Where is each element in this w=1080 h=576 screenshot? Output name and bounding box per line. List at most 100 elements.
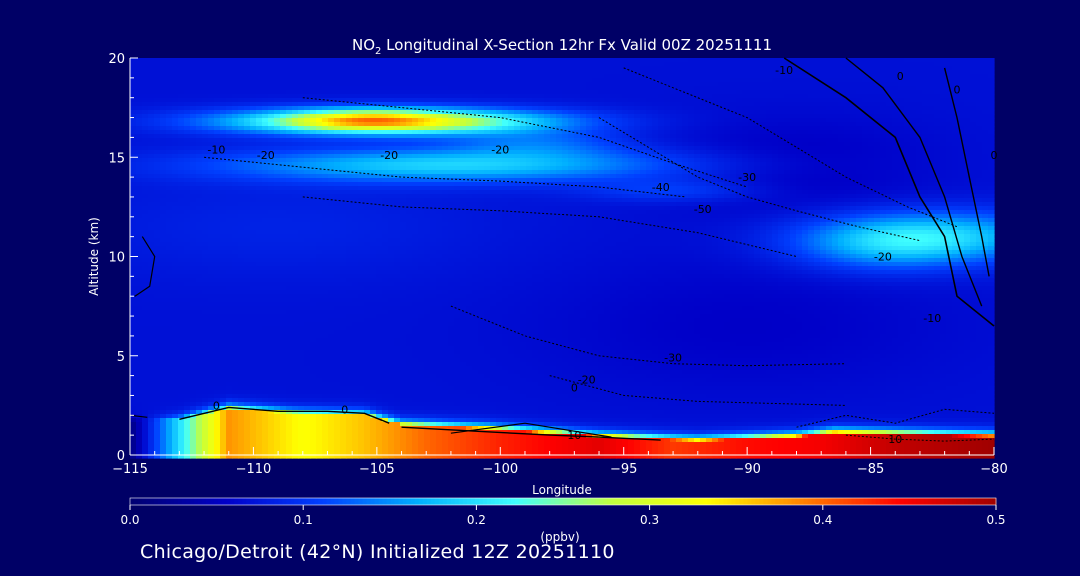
heatmap-cell bbox=[190, 70, 197, 75]
heatmap-cell bbox=[304, 126, 311, 131]
heatmap-cell bbox=[142, 118, 149, 123]
heatmap-cell bbox=[352, 146, 359, 151]
heatmap-cell bbox=[160, 126, 167, 131]
heatmap-cell bbox=[388, 330, 395, 335]
heatmap-cell bbox=[424, 342, 431, 347]
heatmap-cell bbox=[220, 146, 227, 151]
heatmap-cell bbox=[322, 294, 329, 299]
heatmap-cell bbox=[412, 222, 419, 227]
heatmap-cell bbox=[196, 198, 203, 203]
heatmap-cell bbox=[250, 202, 257, 207]
heatmap-cell bbox=[322, 298, 329, 303]
heatmap-cell bbox=[418, 206, 425, 211]
heatmap-cell bbox=[232, 218, 239, 223]
heatmap-cell bbox=[154, 326, 161, 331]
heatmap-cell bbox=[328, 110, 335, 115]
heatmap-cell bbox=[400, 230, 407, 235]
heatmap-cell bbox=[352, 290, 359, 295]
heatmap-cell bbox=[304, 378, 311, 383]
heatmap-cell bbox=[196, 178, 203, 183]
heatmap-cell bbox=[166, 130, 173, 135]
heatmap-cell bbox=[352, 86, 359, 91]
heatmap-cell bbox=[148, 374, 155, 379]
heatmap-cell bbox=[304, 254, 311, 259]
heatmap-cell bbox=[136, 390, 143, 395]
heatmap-cell bbox=[268, 210, 275, 215]
heatmap-cell bbox=[208, 374, 215, 379]
heatmap-cell bbox=[166, 402, 173, 407]
heatmap-cell bbox=[358, 98, 365, 103]
heatmap-cell bbox=[364, 442, 371, 447]
heatmap-cell bbox=[412, 406, 419, 411]
heatmap-cell bbox=[220, 86, 227, 91]
heatmap-cell bbox=[214, 294, 221, 299]
heatmap-cell bbox=[220, 318, 227, 323]
heatmap-cell bbox=[346, 110, 353, 115]
heatmap-cell bbox=[298, 186, 305, 191]
heatmap-cell bbox=[388, 190, 395, 195]
heatmap-cell bbox=[340, 362, 347, 367]
heatmap-cell bbox=[250, 150, 257, 155]
heatmap-cell bbox=[208, 114, 215, 119]
heatmap-cell bbox=[154, 210, 161, 215]
heatmap-cell bbox=[184, 306, 191, 311]
heatmap-cell bbox=[244, 218, 251, 223]
heatmap-cell bbox=[286, 418, 293, 423]
heatmap-cell bbox=[154, 330, 161, 335]
heatmap-cell bbox=[196, 294, 203, 299]
heatmap-cell bbox=[268, 282, 275, 287]
heatmap-cell bbox=[178, 266, 185, 271]
heatmap-cell bbox=[190, 182, 197, 187]
heatmap-cell bbox=[232, 126, 239, 131]
heatmap-cell bbox=[184, 446, 191, 451]
heatmap-cell bbox=[268, 118, 275, 123]
heatmap-cell bbox=[196, 398, 203, 403]
heatmap-cell bbox=[400, 354, 407, 359]
heatmap-cell bbox=[358, 106, 365, 111]
heatmap-cell bbox=[352, 74, 359, 79]
heatmap-cell bbox=[412, 78, 419, 83]
heatmap-cell bbox=[394, 294, 401, 299]
heatmap-cell bbox=[316, 98, 323, 103]
heatmap-cell bbox=[202, 442, 209, 447]
heatmap-cell bbox=[286, 86, 293, 91]
heatmap-cell bbox=[370, 174, 377, 179]
heatmap-cell bbox=[268, 138, 275, 143]
heatmap-cell bbox=[226, 394, 233, 399]
heatmap-cell bbox=[220, 430, 227, 435]
heatmap-cell bbox=[154, 202, 161, 207]
heatmap-cell bbox=[376, 370, 383, 375]
heatmap-cell bbox=[322, 334, 329, 339]
heatmap-cell bbox=[214, 358, 221, 363]
heatmap-cell bbox=[388, 70, 395, 75]
heatmap-cell bbox=[226, 350, 233, 355]
heatmap-cell bbox=[202, 142, 209, 147]
heatmap-cell bbox=[334, 446, 341, 451]
heatmap-cell bbox=[178, 278, 185, 283]
heatmap-cell bbox=[172, 382, 179, 387]
heatmap-cell bbox=[214, 190, 221, 195]
heatmap-cell bbox=[154, 334, 161, 339]
heatmap-cell bbox=[130, 398, 137, 403]
heatmap-cell bbox=[190, 130, 197, 135]
heatmap-cell bbox=[310, 150, 317, 155]
heatmap-cell bbox=[340, 386, 347, 391]
heatmap-cell bbox=[172, 214, 179, 219]
heatmap-cell bbox=[142, 110, 149, 115]
heatmap-cell bbox=[400, 70, 407, 75]
heatmap-cell bbox=[340, 302, 347, 307]
heatmap-cell bbox=[340, 142, 347, 147]
heatmap-cell bbox=[364, 394, 371, 399]
heatmap-cell bbox=[358, 138, 365, 143]
heatmap-cell bbox=[256, 78, 263, 83]
heatmap-cell bbox=[208, 442, 215, 447]
heatmap-cell bbox=[382, 218, 389, 223]
heatmap-cell bbox=[262, 342, 269, 347]
heatmap-cell bbox=[136, 126, 143, 131]
heatmap-cell bbox=[352, 286, 359, 291]
heatmap-cell bbox=[400, 250, 407, 255]
heatmap-cell bbox=[148, 106, 155, 111]
heatmap-cell bbox=[298, 326, 305, 331]
heatmap-cell bbox=[196, 202, 203, 207]
heatmap-cell bbox=[316, 82, 323, 87]
